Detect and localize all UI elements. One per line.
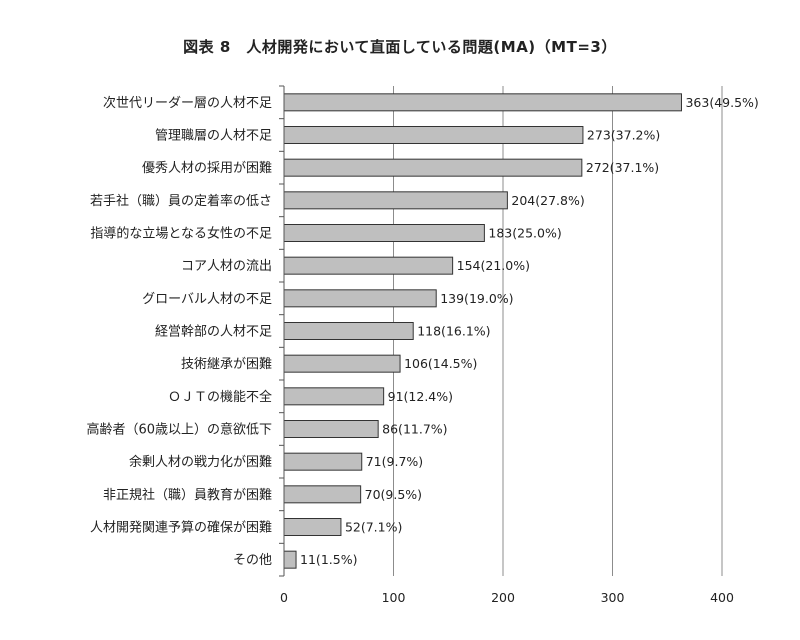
bar <box>283 420 379 438</box>
data-label: 86(11.7%) <box>382 422 447 437</box>
data-label: 204(27.8%) <box>511 193 584 208</box>
data-label: 91(12.4%) <box>388 389 453 404</box>
bar <box>283 550 297 569</box>
category-label: コア人材の流出 <box>181 259 272 274</box>
x-tick-label: 300 <box>601 590 625 605</box>
x-tick-label: 0 <box>280 590 288 605</box>
category-label: 経営幹部の人材不足 <box>155 324 272 340</box>
category-label: グローバル人材の不足 <box>142 292 272 307</box>
category-label: 若手社（職）員の定着率の低さ <box>90 193 272 209</box>
bar <box>283 387 385 406</box>
bars-group <box>283 93 682 569</box>
chart-title: 図表 8 人材開発において直面している問題(MA)（MT=3） <box>183 38 617 56</box>
bar <box>283 485 362 504</box>
category-label: 非正規社（職）員教育が困難 <box>103 487 272 503</box>
bar <box>283 126 584 144</box>
value-labels: 363(49.5%) 273(37.2%) 272(37.1%) 204(27.8%)… <box>300 95 759 567</box>
bar <box>283 158 583 177</box>
category-label: 人材開発関連予算の確保が困難 <box>90 520 272 536</box>
data-label: 118(16.1%) <box>417 324 490 339</box>
category-label: 次世代リーダー層の人材不足 <box>103 95 272 111</box>
data-label: 363(49.5%) <box>685 95 758 110</box>
category-label: 技術継承が困難 <box>181 357 272 372</box>
data-label: 11(1.5%) <box>300 552 357 567</box>
category-label: 管理職層の人材不足 <box>155 129 272 144</box>
bar <box>283 93 682 112</box>
x-tick-labels: 0 100 200 300 400 <box>280 590 734 605</box>
data-label: 139(19.0%) <box>440 291 513 306</box>
x-tick-label: 200 <box>491 590 515 605</box>
data-label: 52(7.1%) <box>345 520 402 535</box>
data-label: 70(9.5%) <box>365 487 422 502</box>
bar <box>283 191 508 210</box>
data-label: 154(21.0%) <box>457 258 530 273</box>
category-label: 優秀人材の採用が困難 <box>142 161 272 176</box>
category-label: 指導的な立場となる女性の不足 <box>90 226 272 242</box>
axes <box>279 85 285 577</box>
bar <box>283 518 342 536</box>
bar <box>283 322 414 340</box>
bar <box>283 256 454 275</box>
category-label: 余剰人材の戦力化が困難 <box>129 454 272 470</box>
bar <box>283 452 363 471</box>
category-label: ＯＪＴの機能不全 <box>168 389 272 405</box>
category-label: 高齢者（60歳以上）の意欲低下 <box>86 422 272 438</box>
bar <box>283 354 401 373</box>
data-label: 272(37.1%) <box>586 160 659 175</box>
bar <box>283 224 485 242</box>
data-label: 183(25.0%) <box>488 226 561 241</box>
data-label: 106(14.5%) <box>404 356 477 371</box>
x-tick-label: 100 <box>382 590 406 605</box>
category-label: その他 <box>233 553 272 568</box>
data-label: 273(37.2%) <box>587 128 660 143</box>
x-tick-label: 400 <box>710 590 734 605</box>
category-labels: 次世代リーダー層の人材不足管理職層の人材不足優秀人材の採用が困難若手社（職）員の… <box>86 95 272 568</box>
bar <box>283 289 437 308</box>
data-label: 71(9.7%) <box>366 454 423 469</box>
